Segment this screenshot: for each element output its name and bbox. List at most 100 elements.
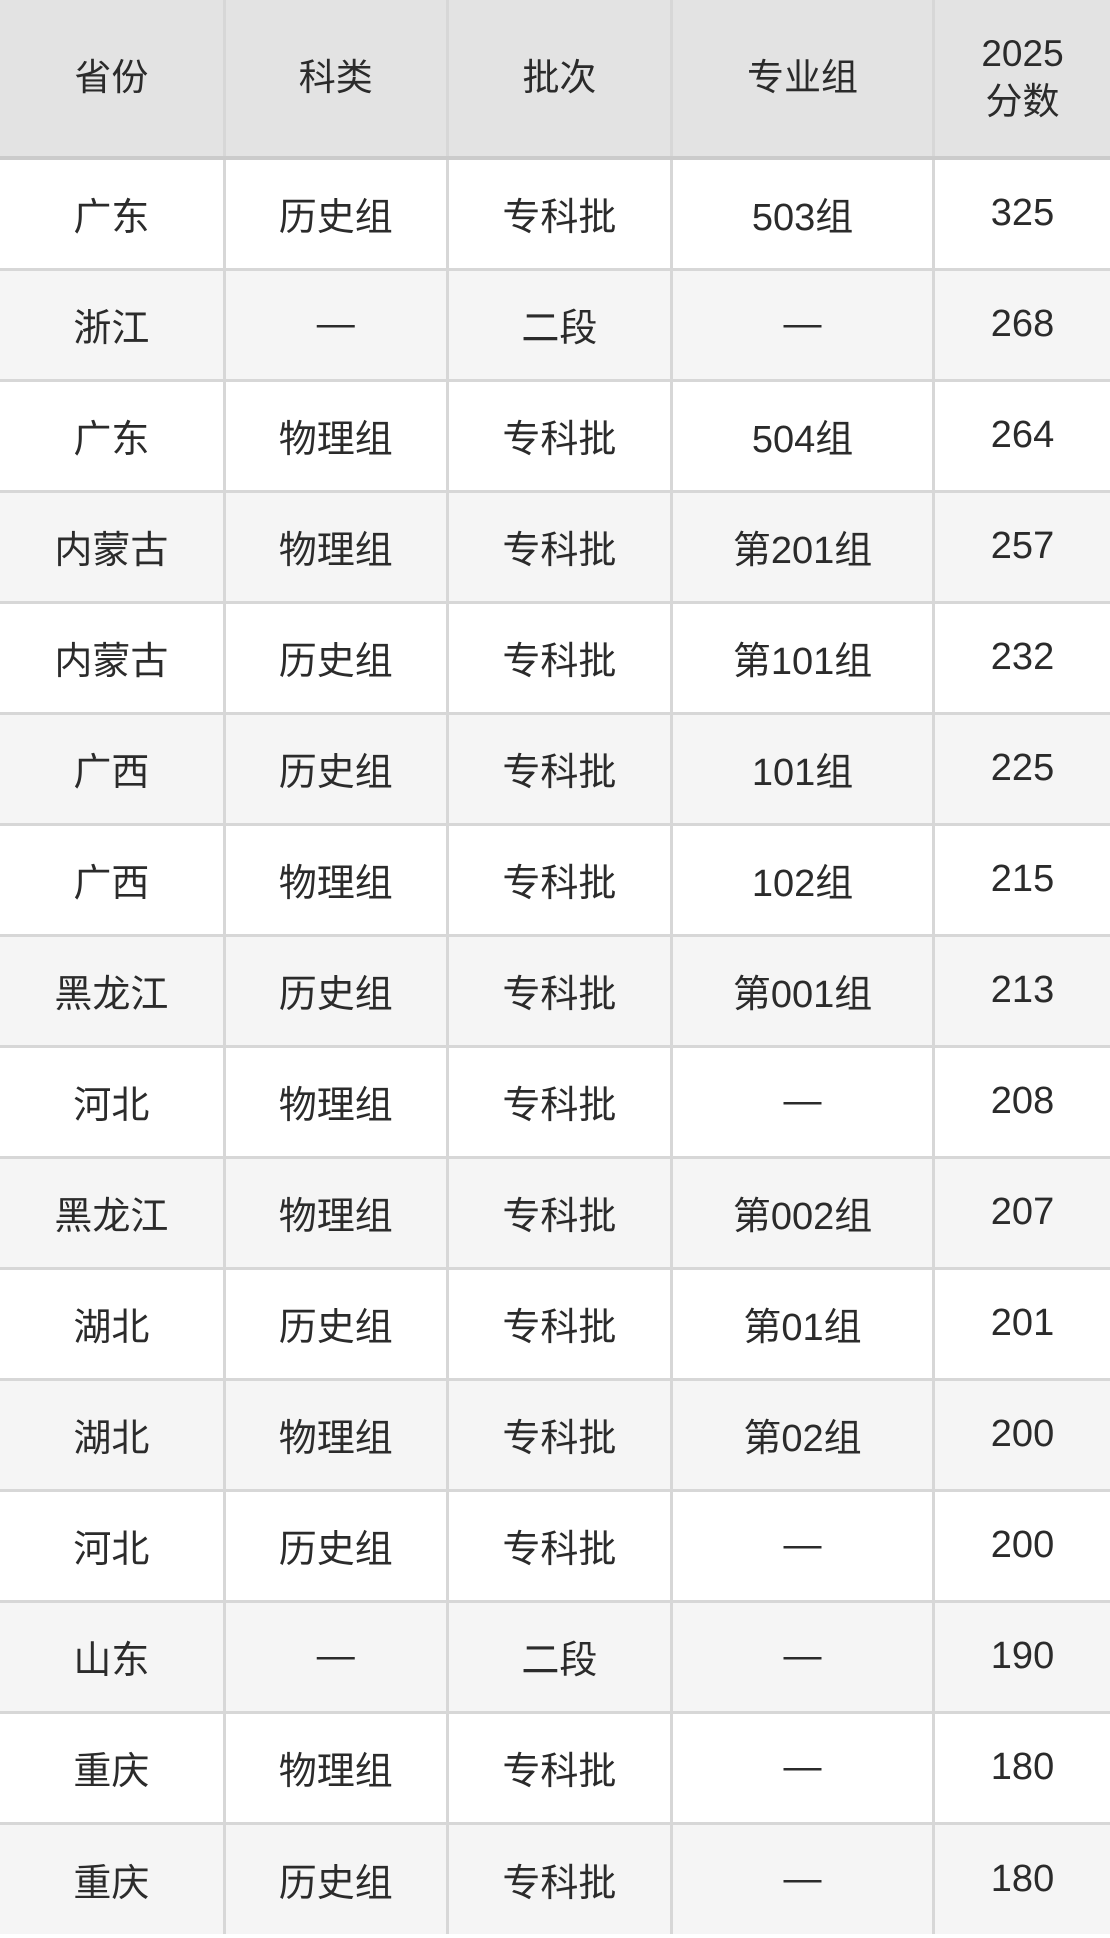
- cell-category: 历史组: [222, 600, 449, 715]
- cell-major-group: 第001组: [670, 933, 935, 1048]
- cell-category: 历史组: [222, 1266, 449, 1381]
- cell-major-group: —: [670, 1710, 935, 1825]
- table-header: 省份 科类 批次 专业组 2025 分数: [0, 0, 1110, 160]
- cell-category: 历史组: [222, 711, 449, 826]
- cell-category: 历史组: [222, 933, 449, 1048]
- cell-batch: 二段: [445, 1599, 674, 1714]
- table-row: 河北 物理组 专科批 —208: [0, 1044, 1110, 1159]
- cell-major-group: —: [670, 267, 935, 382]
- table-row: 重庆 历史组 专科批 —180: [0, 1821, 1110, 1936]
- cell-province: 广西: [0, 711, 226, 826]
- table-row: 浙江 — 二段 —268: [0, 267, 1110, 382]
- table-row: 山东 — 二段 —190: [0, 1599, 1110, 1714]
- cell-score: 200: [932, 1377, 1110, 1492]
- cell-batch: 专科批: [445, 156, 674, 271]
- cell-category: 历史组: [222, 1821, 449, 1936]
- cell-category: 物理组: [222, 1155, 449, 1270]
- cell-category: 物理组: [222, 822, 449, 937]
- cell-score: 180: [932, 1821, 1110, 1936]
- cell-score: 268: [932, 267, 1110, 382]
- cell-score: 180: [932, 1710, 1110, 1825]
- cell-province: 河北: [0, 1488, 226, 1603]
- cell-province: 广东: [0, 378, 226, 493]
- cell-score: 257: [932, 489, 1110, 604]
- table-row: 广西 历史组 专科批 101组 225: [0, 711, 1110, 826]
- cell-category: 物理组: [222, 1044, 449, 1159]
- cell-batch: 专科批: [445, 1155, 674, 1270]
- table-row: 广东 历史组 专科批 503组 325: [0, 156, 1110, 271]
- cell-score: 325: [932, 156, 1110, 271]
- table-row: 湖北 历史组 专科批 第01组 201: [0, 1266, 1110, 1381]
- cell-batch: 专科批: [445, 1488, 674, 1603]
- cell-batch: 专科批: [445, 1266, 674, 1381]
- cell-province: 内蒙古: [0, 600, 226, 715]
- cell-batch: 专科批: [445, 711, 674, 826]
- table-row: 内蒙古 历史组 专科批 第101组 232: [0, 600, 1110, 715]
- table-row: 河北 历史组 专科批 —200: [0, 1488, 1110, 1603]
- cell-batch: 专科批: [445, 1044, 674, 1159]
- cell-province: 重庆: [0, 1710, 226, 1825]
- cell-province: 河北: [0, 1044, 226, 1159]
- cell-batch: 专科批: [445, 933, 674, 1048]
- cell-province: 黑龙江: [0, 933, 226, 1048]
- cell-batch: 专科批: [445, 1710, 674, 1825]
- cell-batch: 二段: [445, 267, 674, 382]
- cell-category: 物理组: [222, 378, 449, 493]
- cell-batch: 专科批: [445, 1377, 674, 1492]
- table-row: 黑龙江 历史组 专科批 第001组 213: [0, 933, 1110, 1048]
- cell-score: 207: [932, 1155, 1110, 1270]
- cell-major-group: —: [670, 1599, 935, 1714]
- cell-score: 190: [932, 1599, 1110, 1714]
- cell-province: 湖北: [0, 1266, 226, 1381]
- cell-category: —: [222, 267, 449, 382]
- cell-batch: 专科批: [445, 600, 674, 715]
- cell-batch: 专科批: [445, 822, 674, 937]
- cell-category: 物理组: [222, 489, 449, 604]
- cell-category: 历史组: [222, 1488, 449, 1603]
- cell-major-group: 第002组: [670, 1155, 935, 1270]
- cell-category: 历史组: [222, 156, 449, 271]
- cell-score: 225: [932, 711, 1110, 826]
- cell-score: 200: [932, 1488, 1110, 1603]
- cell-province: 重庆: [0, 1821, 226, 1936]
- header-row: 省份 科类 批次 专业组 2025 分数: [0, 0, 1110, 160]
- cell-major-group: 102组: [670, 822, 935, 937]
- cell-province: 内蒙古: [0, 489, 226, 604]
- cell-province: 黑龙江: [0, 1155, 226, 1270]
- cell-score: 213: [932, 933, 1110, 1048]
- table-row: 广东 物理组 专科批 504组 264: [0, 378, 1110, 493]
- cell-score: 208: [932, 1044, 1110, 1159]
- table-body: 广东 历史组 专科批 503组 325 浙江 — 二段 —268 广东 物理组 专科批 504组 264 内…: [0, 156, 1110, 1936]
- cell-province: 广东: [0, 156, 226, 271]
- cell-major-group: 第201组: [670, 489, 935, 604]
- column-header-major-group: 专业组: [670, 0, 935, 160]
- cell-score: 264: [932, 378, 1110, 493]
- column-header-province: 省份: [0, 0, 226, 160]
- cell-batch: 专科批: [445, 1821, 674, 1936]
- cell-province: 浙江: [0, 267, 226, 382]
- cell-major-group: —: [670, 1044, 935, 1159]
- cell-category: 物理组: [222, 1710, 449, 1825]
- table-row: 湖北 物理组 专科批 第02组 200: [0, 1377, 1110, 1492]
- column-header-score-2025: 2025 分数: [932, 0, 1110, 160]
- cell-major-group: 第101组: [670, 600, 935, 715]
- cell-province: 湖北: [0, 1377, 226, 1492]
- column-header-batch: 批次: [445, 0, 674, 160]
- table-row: 广西 物理组 专科批 102组 215: [0, 822, 1110, 937]
- column-header-category: 科类: [222, 0, 449, 160]
- cell-major-group: 第02组: [670, 1377, 935, 1492]
- cell-major-group: 101组: [670, 711, 935, 826]
- cell-province: 广西: [0, 822, 226, 937]
- cell-major-group: 504组: [670, 378, 935, 493]
- cell-category: —: [222, 1599, 449, 1714]
- cell-score: 232: [932, 600, 1110, 715]
- cell-score: 215: [932, 822, 1110, 937]
- cell-major-group: —: [670, 1821, 935, 1936]
- cell-batch: 专科批: [445, 489, 674, 604]
- cell-major-group: 第01组: [670, 1266, 935, 1381]
- table-row: 内蒙古 物理组 专科批 第201组 257: [0, 489, 1110, 604]
- cell-major-group: —: [670, 1488, 935, 1603]
- table-row: 重庆 物理组 专科批 —180: [0, 1710, 1110, 1825]
- table-row: 黑龙江 物理组 专科批 第002组 207: [0, 1155, 1110, 1270]
- cell-major-group: 503组: [670, 156, 935, 271]
